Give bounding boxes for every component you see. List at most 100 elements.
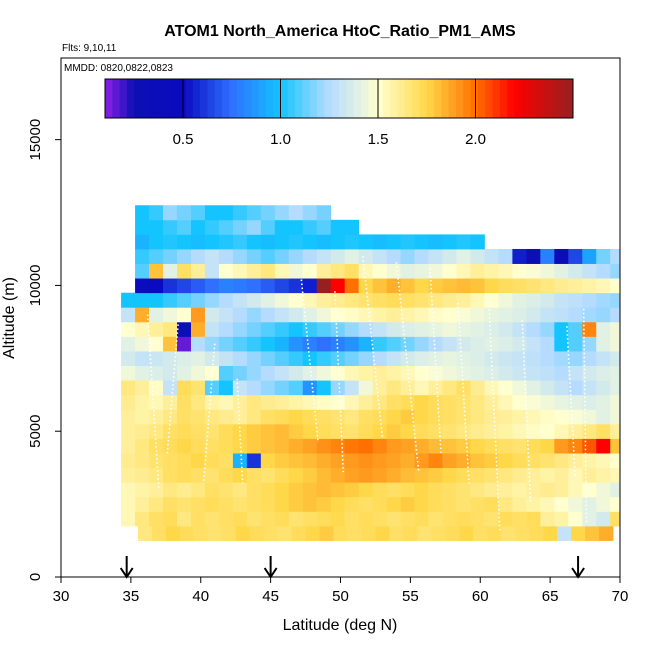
heatmap-cell (568, 248, 583, 264)
heatmap-cell (149, 205, 164, 221)
heatmap-cell (470, 482, 485, 498)
heatmap-cell (428, 278, 443, 294)
heatmap-cell (599, 525, 614, 541)
x-tick-label: 70 (612, 588, 629, 605)
heatmap-cell (135, 263, 150, 279)
heatmap-cell (400, 453, 415, 469)
heatmap-cell (414, 482, 429, 498)
heatmap-cell (204, 380, 220, 396)
heatmap-cell (260, 263, 276, 279)
heatmap-cell (400, 467, 415, 483)
heatmap-cell (358, 234, 374, 250)
heatmap-cell (540, 482, 555, 498)
heatmap-cell (571, 525, 586, 541)
heatmap-cell (428, 467, 443, 483)
heatmap-cell (414, 307, 429, 323)
heatmap-cell (540, 365, 555, 381)
heatmap-cells (121, 205, 638, 541)
heatmap-cell (176, 365, 192, 381)
heatmap-cell (330, 511, 346, 527)
heatmap-cell (204, 453, 220, 469)
heatmap-cell (232, 292, 248, 308)
heatmap-cell (135, 278, 150, 294)
heatmap-cell (540, 292, 555, 308)
heatmap-cell (540, 438, 555, 454)
x-tick-label: 50 (332, 588, 349, 605)
heatmap-cell (414, 423, 429, 439)
heatmap-cell (204, 336, 220, 352)
heatmap-cell (442, 482, 457, 498)
heatmap-cell (344, 248, 360, 264)
heatmap-cell (274, 496, 290, 512)
heatmap-cell (190, 307, 206, 323)
colorbar-segment (141, 79, 150, 118)
heatmap-cell (512, 453, 527, 469)
heatmap-cell (456, 423, 471, 439)
heatmap-cell (288, 205, 304, 221)
heatmap-cell (442, 467, 457, 483)
heatmap-cell (386, 467, 401, 483)
heatmap-cell (288, 365, 304, 381)
heatmap-cell (176, 453, 192, 469)
heatmap-cell (358, 263, 374, 279)
heatmap-cell (456, 336, 471, 352)
heatmap-cell (596, 394, 611, 410)
heatmap-cell (246, 321, 262, 337)
colorbar-segment (280, 79, 289, 118)
heatmap-cell (232, 263, 248, 279)
heatmap-cell (246, 409, 262, 425)
heatmap-cell (624, 249, 638, 264)
heatmap-cell (554, 307, 569, 323)
heatmap-cell (347, 525, 362, 541)
colorbar-segment (192, 79, 201, 118)
heatmap-cell (246, 365, 262, 381)
heatmap-cell (260, 278, 276, 294)
colorbar-segment (558, 79, 567, 118)
heatmap-cell (204, 351, 220, 367)
heatmap-cell (190, 365, 206, 381)
arrow-head (571, 567, 585, 579)
heatmap-cell (260, 365, 276, 381)
heatmap-cell (218, 409, 234, 425)
heatmap-cell (135, 482, 150, 498)
heatmap-cell (386, 394, 401, 410)
heatmap-cell (540, 467, 555, 483)
heatmap-cell (372, 307, 388, 323)
heatmap-cell (316, 365, 332, 381)
heatmap-cell (288, 307, 304, 323)
colorbar-segment (119, 79, 128, 118)
heatmap-cell (498, 307, 513, 323)
heatmap-cell (135, 467, 150, 483)
colorbar-segment (419, 79, 428, 118)
heatmap-cell (400, 511, 415, 527)
heatmap-cell (232, 511, 248, 527)
heatmap-cell (135, 336, 150, 352)
heatmap-cell (358, 394, 374, 410)
heatmap-cell (473, 525, 488, 541)
heatmap-cell (274, 482, 290, 498)
heatmap-cell (498, 278, 513, 294)
heatmap-cell (163, 467, 178, 483)
heatmap-cell (333, 525, 348, 541)
heatmap-cell (190, 394, 206, 410)
heatmap-cell (610, 321, 620, 337)
heatmap-cell (163, 438, 178, 454)
heatmap-cell (330, 248, 346, 264)
heatmap-cell (149, 511, 164, 527)
colorbar-segment (507, 79, 515, 118)
heatmap-cell (512, 496, 527, 512)
heatmap-cell (540, 496, 555, 512)
heatmap-cell (149, 219, 164, 235)
colorbar-segment (222, 79, 230, 118)
heatmap-cell (568, 409, 583, 425)
heatmap-cell (232, 438, 248, 454)
heatmap-cell (596, 351, 611, 367)
heatmap-cell (218, 336, 234, 352)
heatmap-cell (414, 365, 429, 381)
heatmap-cell (274, 321, 290, 337)
heatmap-cell (386, 380, 401, 396)
heatmap-cell (596, 380, 611, 396)
heatmap-cell (610, 351, 620, 367)
heatmap-cell (568, 321, 583, 337)
heatmap-cell (358, 336, 374, 352)
